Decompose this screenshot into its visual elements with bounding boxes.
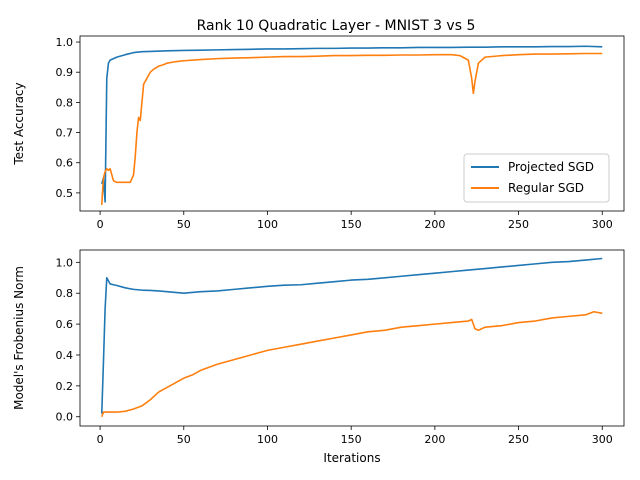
norm-x-tick-label: 250	[508, 433, 529, 446]
accuracy-ticks-group: 0 50 100 150 200 250 300 0.5 0.6 0.7 0.8 0.9 1.0	[56, 36, 613, 231]
norm-series-group	[100, 257, 603, 418]
accuracy-series-projected-sgd	[100, 45, 603, 203]
norm-ticks-group: 0 50 100 150 200 250 300 0.0 0.2 0.4 0.6 0.8 1.0	[56, 256, 613, 446]
accuracy-chart: 0 50 100 150 200 250 300 0.5 0.6 0.7 0.8 0.9 1.0 Tes…	[12, 35, 625, 231]
accuracy-x-tick-label: 50	[177, 218, 191, 231]
accuracy-y-tick-label: 0.5	[56, 187, 74, 200]
norm-x-tick-label: 50	[177, 433, 191, 446]
norm-series-projected-sgd	[100, 257, 603, 414]
norm-x-tick-label: 300	[592, 433, 613, 446]
norm-y-tick-label: 0.6	[56, 318, 74, 331]
norm-y-tick-label: 0.8	[56, 287, 74, 300]
accuracy-series-group	[100, 45, 603, 206]
accuracy-y-tick-label: 0.6	[56, 157, 74, 170]
accuracy-y-tick-label: 0.8	[56, 96, 74, 109]
accuracy-x-tick-label: 300	[592, 218, 613, 231]
norm-x-tick-label: 100	[257, 433, 278, 446]
accuracy-x-tick-label: 200	[424, 218, 445, 231]
accuracy-y-tick-label: 1.0	[56, 36, 74, 49]
norm-plot-frame	[79, 249, 625, 427]
norm-y-tick-label: 0.4	[56, 349, 74, 362]
accuracy-y-tick-label: 0.9	[56, 66, 74, 79]
accuracy-x-tick-label: 100	[257, 218, 278, 231]
norm-y-axis-label: Model's Frobenius Norm	[12, 266, 26, 410]
legend-label-regular-sgd: Regular SGD	[508, 181, 584, 195]
norm-y-tick-label: 1.0	[56, 256, 74, 269]
accuracy-y-axis-label: Test Accuracy	[12, 82, 26, 165]
accuracy-x-tick-label: 250	[508, 218, 529, 231]
accuracy-plot-frame	[79, 35, 625, 212]
accuracy-x-tick-label: 150	[341, 218, 362, 231]
accuracy-series-regular-sgd	[100, 52, 603, 206]
legend-label-projected-sgd: Projected SGD	[508, 160, 594, 174]
norm-x-tick-label: 200	[424, 433, 445, 446]
figure-title: Rank 10 Quadratic Layer - MNIST 3 vs 5	[197, 18, 476, 34]
norm-y-tick-label: 0.0	[56, 411, 74, 424]
accuracy-x-tick-label: 0	[97, 218, 104, 231]
norm-series-regular-sgd	[101, 310, 603, 418]
norm-x-axis-label: Iterations	[323, 451, 380, 465]
norm-y-tick-label: 0.2	[56, 380, 74, 393]
norm-chart: 0 50 100 150 200 250 300 0.0 0.2 0.4 0.6 0.8 1.0 Mod…	[12, 249, 625, 465]
legend: Projected SGD Regular SGD	[463, 153, 610, 203]
norm-x-tick-label: 0	[97, 433, 104, 446]
legend-box	[463, 153, 610, 203]
accuracy-y-tick-label: 0.7	[56, 127, 74, 140]
norm-x-tick-label: 150	[341, 433, 362, 446]
